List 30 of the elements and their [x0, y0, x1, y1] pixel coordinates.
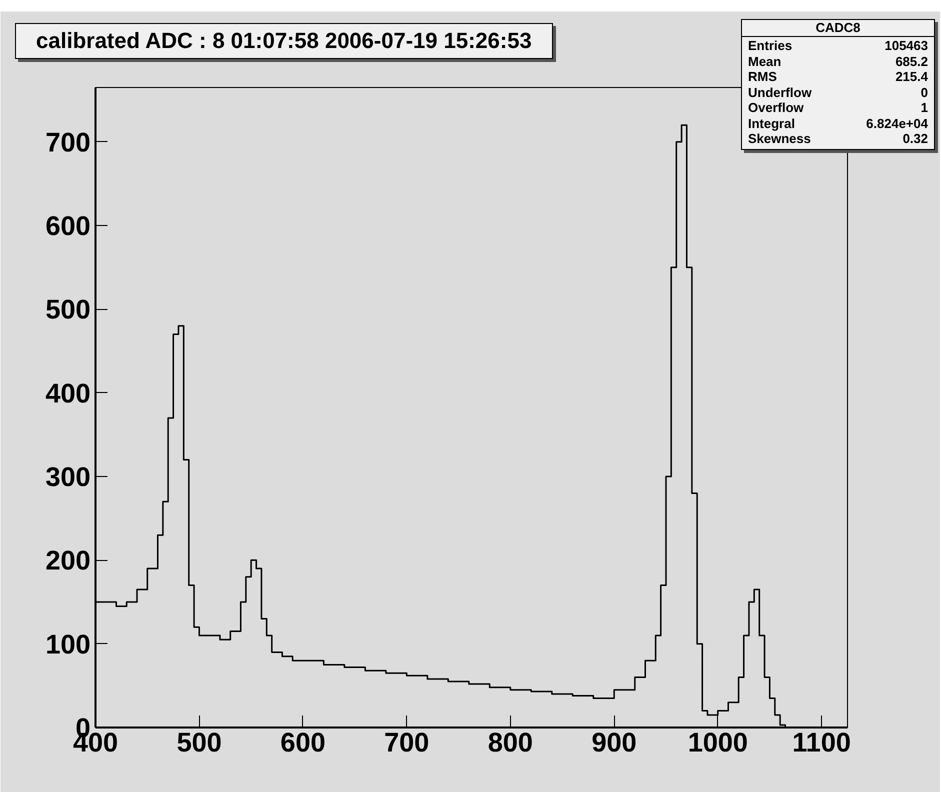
- y-tick-label: 700: [45, 127, 91, 158]
- annotation: Integral: [748, 116, 795, 131]
- text: 1: [920, 100, 928, 116]
- annotation: Skewness: [748, 131, 811, 146]
- x-tick-label: 1100: [792, 728, 851, 758]
- text: 215.4: [895, 69, 928, 84]
- x-tick-label: 1000: [688, 728, 748, 758]
- x-tick-label: 500: [176, 728, 222, 758]
- annotation: Overflow: [748, 100, 804, 116]
- x-tick-label: 700: [384, 728, 430, 758]
- x-tick-label: 800: [488, 728, 533, 758]
- text: Mean: [748, 54, 782, 69]
- text: 105463: [884, 38, 928, 54]
- text: 6.824e+04: [866, 116, 928, 131]
- y-tick-label: 400: [45, 378, 91, 408]
- text: RMS: [748, 69, 777, 84]
- x-tick-label: 900: [592, 728, 637, 758]
- chart-title: calibrated ADC : 8 01:07:58 2006-07-19 15:26:53: [15, 23, 553, 59]
- x-tick-label: 600: [280, 728, 326, 758]
- text: Entries: [748, 38, 792, 54]
- text: 685.2: [895, 54, 928, 69]
- y-tick-label: 300: [45, 462, 91, 492]
- annotation: Underflow: [748, 84, 812, 100]
- y-tick-label: 100: [45, 629, 91, 660]
- text: 0: [920, 84, 928, 100]
- y-tick-label: 500: [45, 294, 91, 325]
- text: CADC8: [742, 20, 934, 37]
- y-tick-label: 200: [45, 546, 91, 576]
- y-tick-label: 600: [45, 211, 91, 242]
- text: 0.32: [902, 131, 928, 146]
